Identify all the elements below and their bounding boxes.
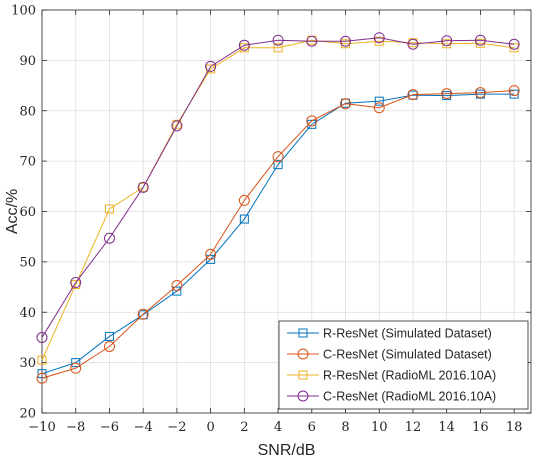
data-point	[104, 204, 114, 214]
x-tick-label: −10	[28, 420, 55, 435]
data-point	[373, 32, 385, 44]
legend-label: R-ResNet (Simulated Dataset)	[323, 327, 492, 341]
data-point	[37, 355, 47, 365]
x-tick-label: −8	[66, 420, 85, 435]
x-tick-label: 12	[405, 420, 422, 435]
y-tick-label: 70	[19, 155, 36, 170]
series-line	[41, 37, 515, 338]
data-point	[272, 34, 284, 46]
data-point	[306, 35, 318, 47]
legend-box	[278, 320, 529, 410]
data-point	[137, 181, 149, 193]
data-point	[238, 194, 250, 206]
x-tick-label: 18	[506, 420, 523, 435]
y-tick-label: 80	[19, 104, 36, 119]
series-group	[36, 32, 520, 384]
data-point	[441, 35, 453, 47]
data-point	[508, 85, 520, 97]
data-point	[172, 286, 182, 296]
data-point	[70, 362, 82, 374]
data-point	[206, 254, 216, 264]
series-line	[41, 90, 515, 379]
x-tick-label: −4	[134, 420, 153, 435]
data-point	[508, 38, 520, 50]
x-tick-label: −6	[100, 420, 119, 435]
data-point	[205, 60, 217, 72]
series-line	[41, 39, 515, 361]
x-tick-label: 14	[438, 420, 455, 435]
data-point	[36, 331, 48, 343]
x-tick-label: 4	[274, 420, 282, 435]
legend-marker	[297, 348, 309, 360]
data-point	[103, 341, 115, 353]
data-point	[273, 43, 283, 53]
data-point	[71, 358, 81, 368]
legend-marker	[297, 390, 309, 402]
data-point	[475, 89, 485, 99]
data-point	[474, 87, 486, 99]
data-point	[306, 115, 318, 127]
legend: R-ResNet (Simulated Dataset) C-ResNet (Si…	[278, 320, 529, 410]
legend-entry: R-ResNet (RadioML 2016.10A)	[287, 369, 496, 383]
data-point	[171, 120, 183, 132]
data-point	[442, 91, 452, 101]
y-tick-label: 60	[19, 205, 36, 220]
x-tick-label: 8	[341, 420, 349, 435]
x-tick-label: 2	[240, 420, 248, 435]
data-point	[36, 372, 48, 384]
x-tick-label: 16	[472, 420, 489, 435]
x-tick-label: 6	[308, 420, 316, 435]
legend-marker	[298, 328, 308, 338]
data-point	[103, 232, 115, 244]
data-point	[340, 98, 352, 110]
y-tick-label: 40	[19, 306, 36, 321]
series-line	[41, 93, 515, 375]
data-point	[238, 39, 250, 51]
data-point	[37, 369, 47, 379]
data-point	[373, 102, 385, 114]
series-4	[36, 32, 520, 343]
data-point	[474, 34, 486, 46]
legend-marker	[298, 370, 308, 380]
data-point	[71, 280, 81, 290]
data-point	[138, 182, 148, 192]
legend-label: C-ResNet (Simulated Dataset)	[323, 348, 492, 362]
data-point	[340, 35, 352, 47]
data-point	[70, 277, 82, 289]
y-tick-label: 30	[19, 356, 36, 371]
data-point	[171, 280, 183, 292]
x-axis-label: SNR/dB	[258, 442, 316, 459]
x-tick-label: 0	[206, 420, 214, 435]
x-tick-label: 10	[371, 420, 388, 435]
legend-label: R-ResNet (RadioML 2016.10A)	[323, 369, 496, 383]
legend-entry: C-ResNet (RadioML 2016.10A)	[287, 390, 496, 404]
data-point	[172, 119, 182, 129]
legend-label: C-ResNet (RadioML 2016.10A)	[323, 390, 496, 404]
y-tick-label: 50	[19, 255, 36, 270]
data-point	[272, 151, 284, 163]
data-point	[273, 160, 283, 170]
y-tick-label: 100	[11, 4, 36, 19]
data-point	[205, 248, 217, 260]
axis-ticks: −10 −8 −6 −4 −2 0 2 4 6 8 10 12 14 16 18 20 30 40 50 60 70 80…	[11, 4, 531, 435]
data-point	[239, 214, 249, 224]
y-tick-label: 90	[19, 54, 36, 69]
series-2	[36, 85, 520, 384]
data-point	[137, 308, 149, 320]
legend-entry: R-ResNet (Simulated Dataset)	[287, 327, 492, 341]
legend-entry: C-ResNet (Simulated Dataset)	[287, 348, 492, 362]
data-point	[374, 96, 384, 106]
y-tick-label: 20	[19, 407, 36, 422]
data-point	[407, 38, 419, 50]
data-point	[441, 88, 453, 100]
y-axis-label: Acc/%	[4, 189, 21, 234]
data-point	[407, 89, 419, 101]
x-tick-label: −2	[167, 420, 186, 435]
data-point	[408, 38, 418, 48]
data-point	[104, 331, 114, 341]
